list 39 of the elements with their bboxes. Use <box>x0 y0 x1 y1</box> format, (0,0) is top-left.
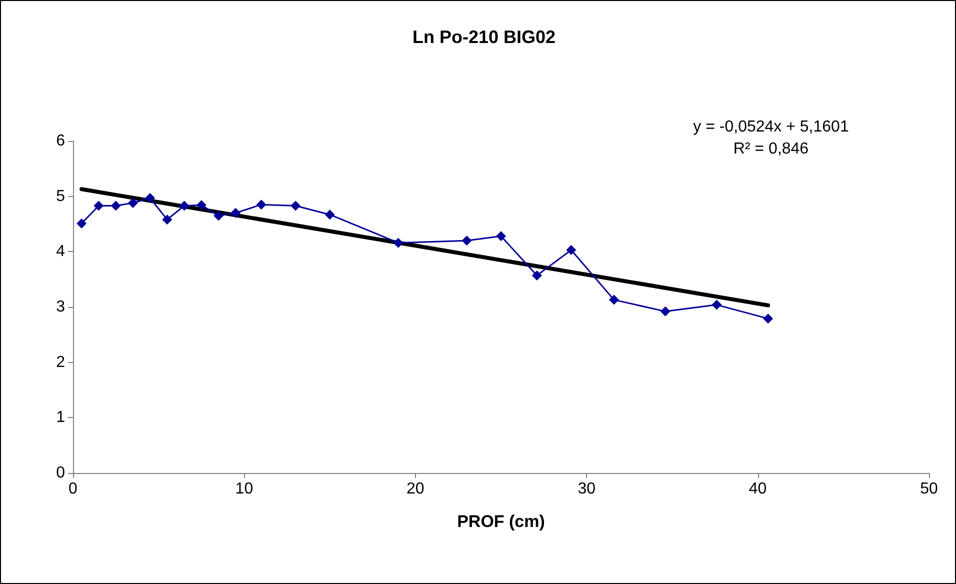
annotation: R² = 0,846 <box>733 140 809 158</box>
point <box>230 208 241 218</box>
point <box>110 200 121 211</box>
y-tick-label: 3 <box>56 298 66 316</box>
x-tick-label: 10 <box>235 480 254 498</box>
point <box>128 198 138 208</box>
y-tick-label: 2 <box>56 354 66 371</box>
point <box>393 238 404 248</box>
text: y = -0,0524x + 5,1601 <box>693 118 849 136</box>
y-tick-label: 5 <box>56 188 66 205</box>
x-tick-label: 50 <box>920 480 938 498</box>
point <box>324 210 335 220</box>
point <box>608 294 619 305</box>
y-tick-label: 4 <box>56 243 66 260</box>
point <box>566 245 576 256</box>
point <box>76 218 87 228</box>
y-tick-label: 0 <box>56 464 66 482</box>
point <box>712 300 722 310</box>
point <box>660 306 670 316</box>
point <box>196 200 206 210</box>
x-tick-label: 40 <box>748 480 767 498</box>
point <box>532 270 542 280</box>
point <box>290 200 301 211</box>
point <box>256 200 266 210</box>
x-tick-label: 0 <box>68 480 78 498</box>
point <box>214 210 224 221</box>
x-tick-label: 20 <box>406 480 424 498</box>
x-tick-label: 30 <box>578 480 596 498</box>
x-axis-title: PROF (cm) <box>457 512 545 531</box>
point <box>162 214 172 225</box>
chart-title: Ln Po-210 BIG02 <box>412 27 556 47</box>
point <box>94 200 104 211</box>
y-tick-label: 1 <box>56 409 66 426</box>
point <box>763 314 774 324</box>
point <box>145 192 156 203</box>
point <box>462 236 472 246</box>
point <box>179 200 190 211</box>
point <box>496 231 506 242</box>
y-tick-label: 6 <box>56 132 66 150</box>
